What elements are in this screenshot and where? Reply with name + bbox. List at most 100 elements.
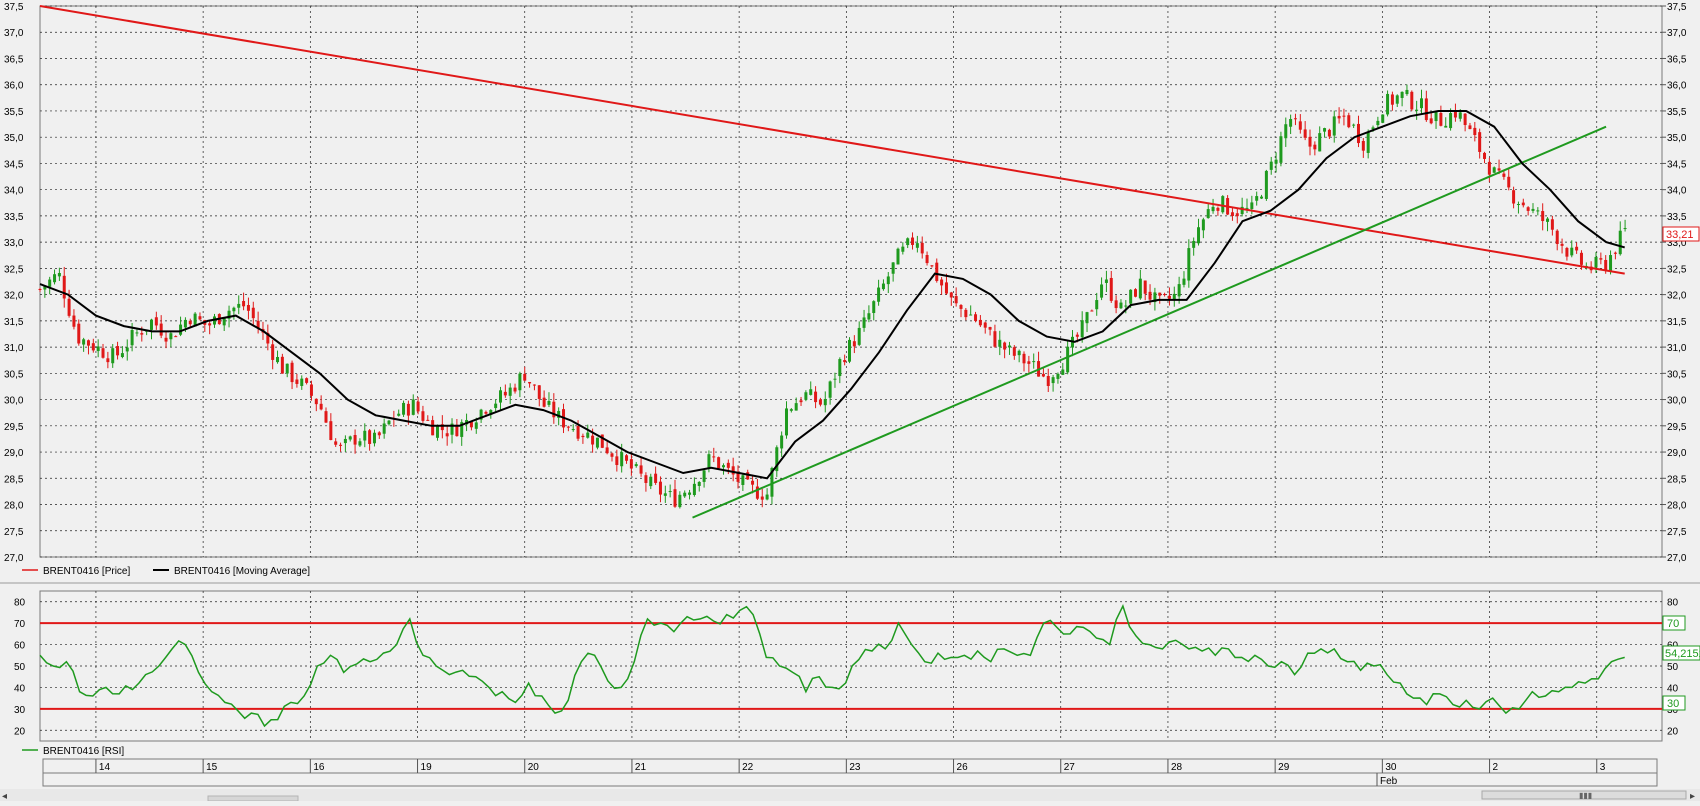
price-tick-right: 33,0 <box>1667 238 1687 249</box>
candle-body <box>111 348 115 364</box>
candle-body <box>450 423 454 435</box>
candle-body <box>1594 256 1598 268</box>
candle-body <box>930 265 934 267</box>
candle-body <box>1400 91 1404 98</box>
candle-body <box>86 340 90 346</box>
candle-body <box>1022 353 1026 364</box>
candle-body <box>62 275 66 299</box>
rsi-legend: BRENT0416 [RSI] <box>22 746 124 757</box>
candle-body <box>920 242 924 254</box>
scrollbar-track[interactable] <box>0 789 1700 801</box>
candle-body <box>857 327 861 345</box>
candle-body <box>120 353 124 358</box>
candle-body <box>794 403 798 411</box>
candle-body <box>353 435 357 445</box>
candle-body <box>1255 196 1259 201</box>
scrollbar-thumb[interactable] <box>1481 790 1687 800</box>
candle-body <box>1531 208 1535 211</box>
candle-body <box>67 298 71 316</box>
candle-body <box>1609 255 1613 272</box>
candle-body <box>305 378 309 383</box>
rsi-value-label: 54,2152 <box>1665 648 1700 660</box>
rsi-tick-left: 40 <box>14 683 26 694</box>
candle-body <box>339 444 343 446</box>
candle-body <box>1138 278 1142 299</box>
candle-body <box>411 399 415 415</box>
candle-body <box>639 465 643 474</box>
candle-body <box>634 464 638 467</box>
candle-body <box>440 424 444 431</box>
candle-body <box>678 494 682 508</box>
price-tick-left: 28,0 <box>4 501 24 512</box>
price-tick-right: 37,0 <box>1667 28 1687 39</box>
candle-body <box>629 459 633 469</box>
price-tick-left: 34,0 <box>4 186 24 197</box>
day-label: 2 <box>1493 762 1499 773</box>
candle-body <box>770 467 774 497</box>
candle-body <box>406 403 410 416</box>
candle-body <box>1090 310 1094 312</box>
candle-body <box>891 262 895 274</box>
candle-body <box>101 348 105 358</box>
candle-body <box>717 457 721 469</box>
scrollbar-left-thumb[interactable] <box>207 795 299 802</box>
candle-body <box>814 391 818 403</box>
candle-body <box>571 429 575 431</box>
horizontal-scrollbar[interactable]: ◂ ▮▮▮ ▸ <box>0 789 1700 802</box>
candle-body <box>1027 361 1031 364</box>
candle-body <box>57 272 61 277</box>
scroll-right-arrow-icon[interactable]: ▸ <box>1690 791 1695 802</box>
candle-body <box>1032 361 1036 363</box>
price-tick-left: 33,0 <box>4 238 24 249</box>
candle-body <box>1390 94 1394 105</box>
candle-body <box>1148 291 1152 300</box>
resistance-trendline[interactable] <box>39 5 1625 275</box>
candle-body <box>605 447 609 454</box>
candle-body <box>416 401 420 412</box>
rsi-upper-label: 70 <box>1667 618 1679 630</box>
month-label: Feb <box>1380 776 1398 787</box>
candle-body <box>1221 196 1225 213</box>
candle-body <box>1342 115 1346 117</box>
price-plot-area <box>39 5 1663 558</box>
price-tick-right: 30,5 <box>1667 369 1687 380</box>
candle-body <box>1041 373 1045 377</box>
price-tick-left: 33,5 <box>4 212 24 223</box>
candle-body <box>1061 369 1065 375</box>
candle-body <box>528 381 532 384</box>
candle-body <box>1434 110 1438 122</box>
candle-body <box>174 336 178 338</box>
candle-body <box>1085 312 1089 324</box>
candle-body <box>246 305 250 311</box>
candle-body <box>726 462 730 468</box>
candle-body <box>164 337 168 342</box>
candle-body <box>1376 120 1380 126</box>
candle-body <box>1080 320 1084 338</box>
candle-body <box>1579 252 1583 265</box>
candle-body <box>183 319 187 328</box>
price-tick-right: 29,0 <box>1667 448 1687 459</box>
scroll-left-arrow-icon[interactable]: ◂ <box>2 791 7 802</box>
candle-body <box>751 480 755 485</box>
price-tick-left: 34,5 <box>4 159 24 170</box>
candle-body <box>1541 211 1545 222</box>
candle-body <box>1502 173 1506 177</box>
candle-body <box>1546 218 1550 222</box>
candle-body <box>780 435 784 449</box>
candle-body <box>503 391 507 396</box>
day-label: 26 <box>957 762 969 773</box>
candle-body <box>1017 350 1021 356</box>
candle-body <box>581 435 585 438</box>
candle-body <box>1100 284 1104 298</box>
price-y-axis-left: 27,0 27,5 28,0 28,5 29,0 29,5 30,0 30,5 31,0 31,5… <box>4 2 24 564</box>
candle-body <box>1129 289 1133 304</box>
support-trendline[interactable] <box>692 125 1607 519</box>
rsi-tick-left: 60 <box>14 641 26 652</box>
candle-body <box>537 385 541 399</box>
candle-body <box>1303 129 1307 138</box>
candle-body <box>1153 292 1157 303</box>
day-label: 14 <box>99 762 111 773</box>
candle-body <box>983 322 987 328</box>
rsi-tick-right: 40 <box>1667 683 1679 694</box>
